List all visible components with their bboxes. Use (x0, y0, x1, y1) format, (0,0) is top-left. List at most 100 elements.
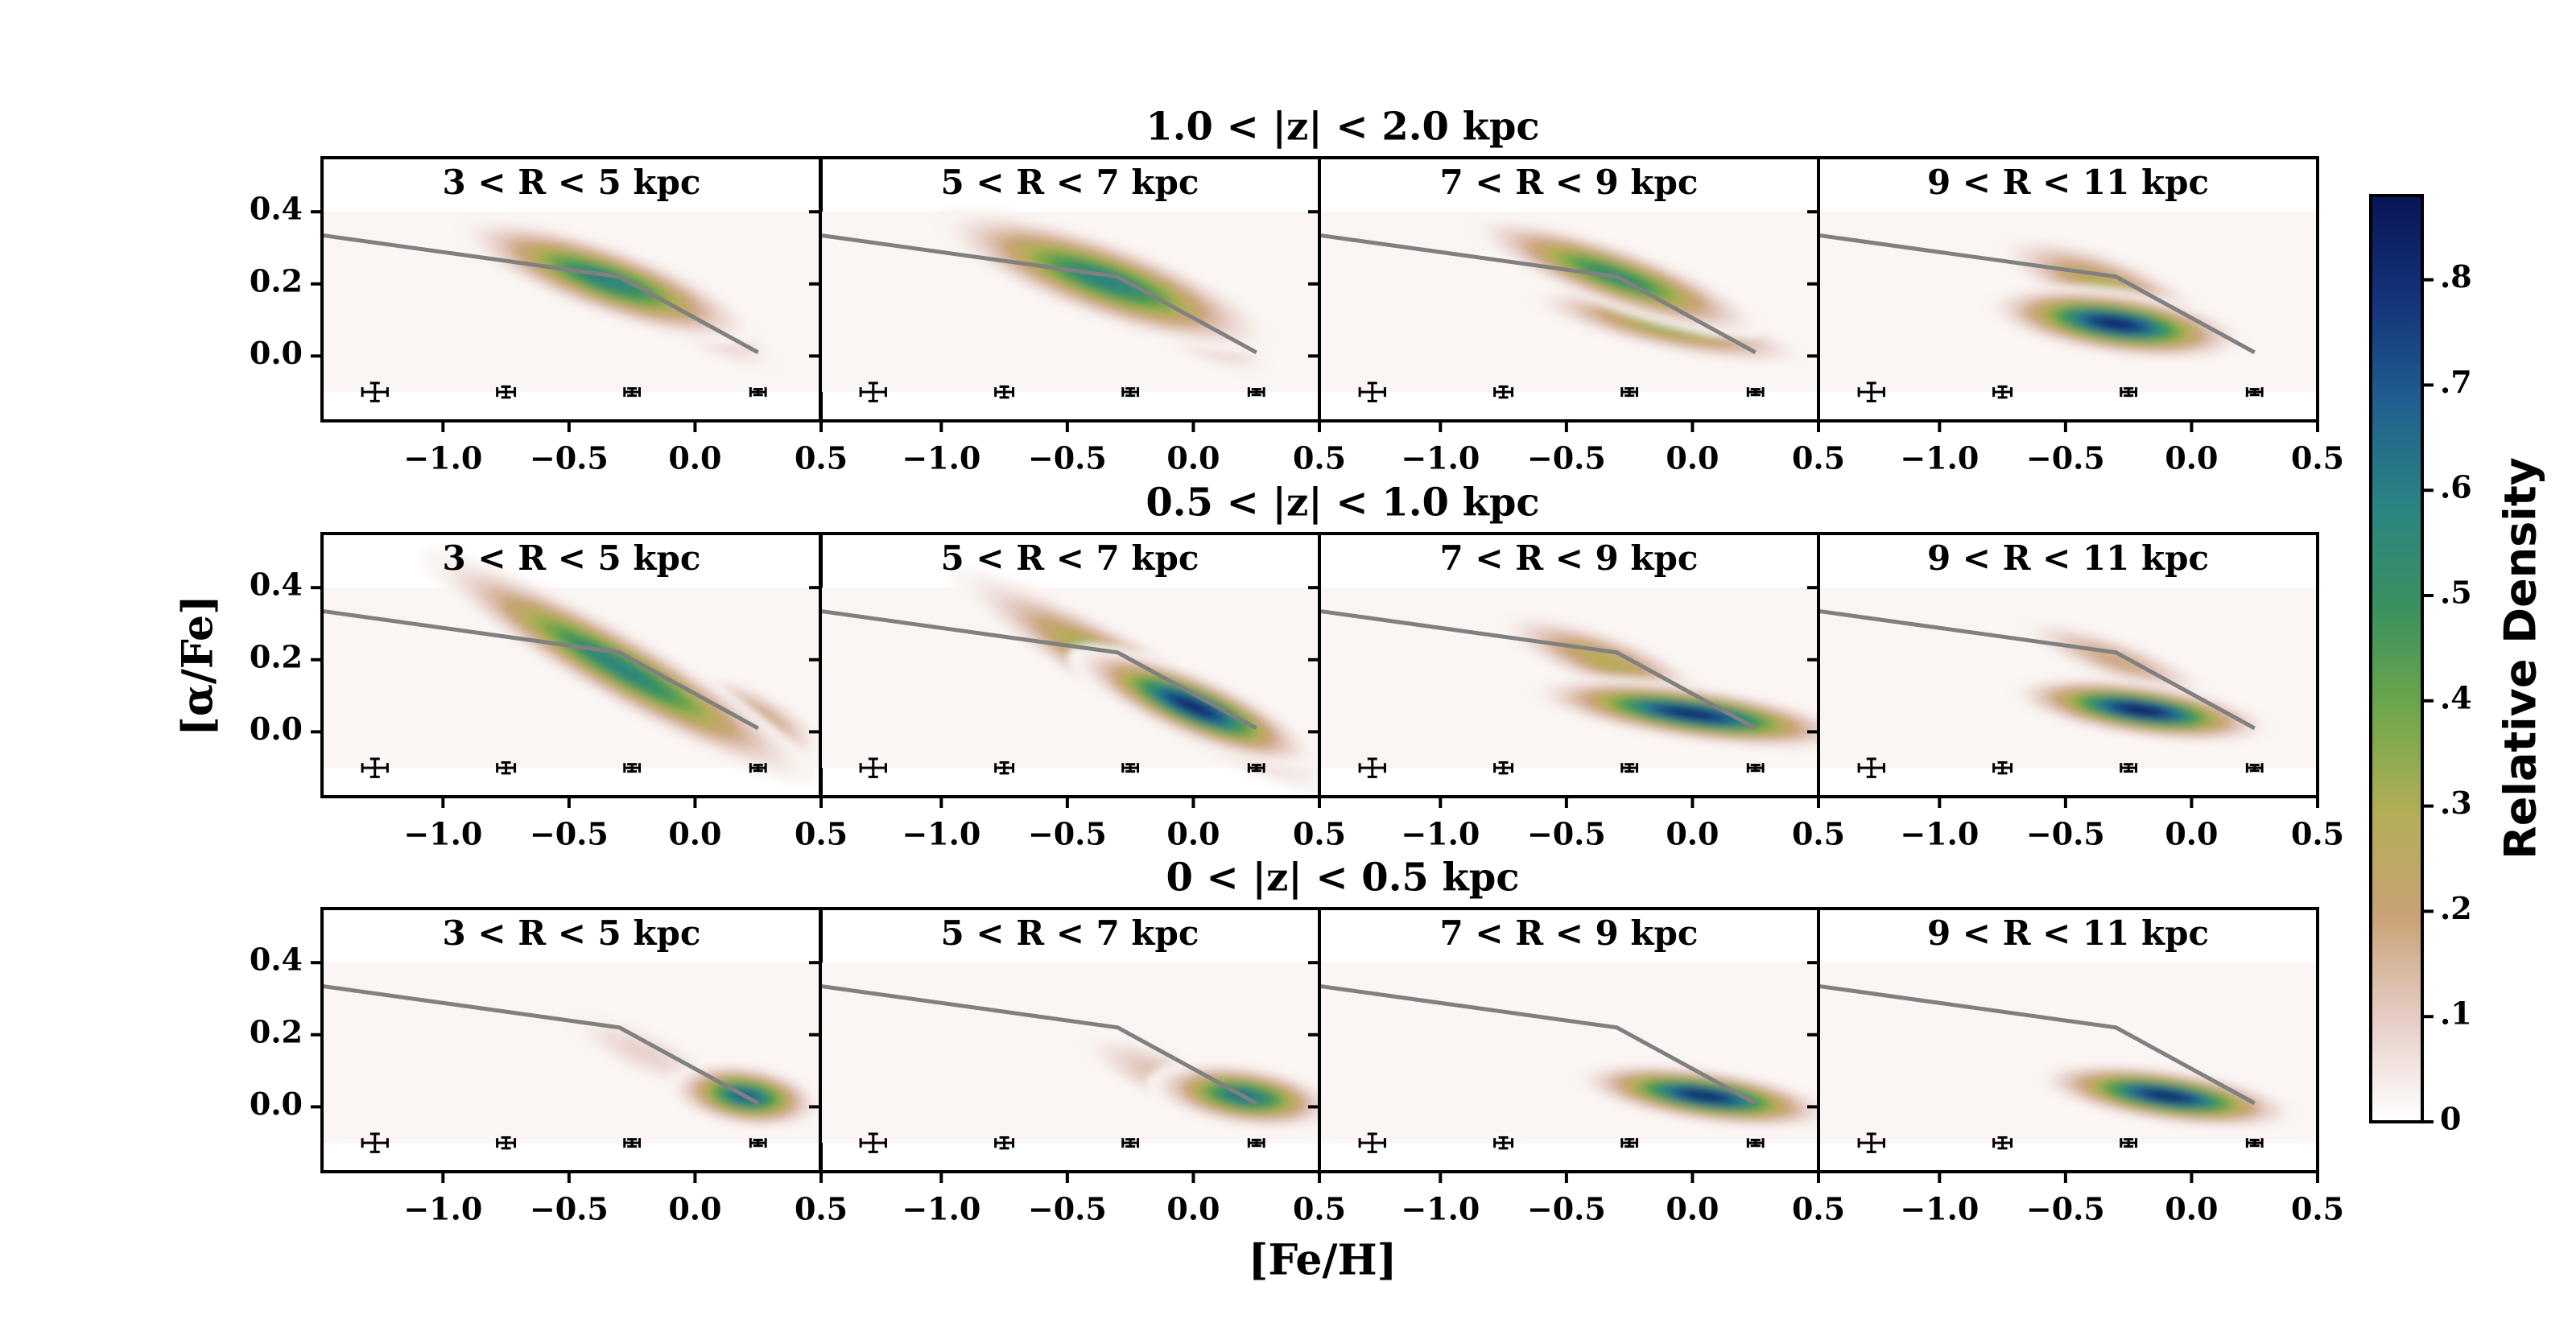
density-level (1681, 711, 1704, 717)
error-bar (2120, 763, 2138, 773)
error-bar (1493, 760, 1514, 775)
error-bar (1746, 1138, 1765, 1148)
density-blob (2031, 1061, 2301, 1131)
x-tick-label: 0.5 (2291, 440, 2344, 476)
x-tick-label: −0.5 (2026, 1191, 2105, 1227)
boundary-line (820, 608, 1257, 731)
x-tick-label: −1.0 (1900, 1191, 1979, 1227)
error-bar (859, 381, 887, 402)
y-tick-label: 0.4 (250, 942, 303, 978)
error-bar (496, 385, 517, 399)
x-tick-label: 0.5 (795, 1191, 848, 1227)
density-level (608, 660, 631, 674)
error-bar (1121, 763, 1140, 773)
density-blob (1980, 284, 2252, 363)
error-bar (1247, 763, 1265, 773)
x-tick-label: −1.0 (403, 440, 482, 476)
x-tick-label: −1.0 (403, 816, 482, 852)
error-bar (1493, 1136, 1514, 1150)
boundary-line (1319, 608, 1757, 731)
density (1495, 612, 1818, 752)
panel-title: 7 < R < 9 kpc (1440, 538, 1699, 578)
density-level (1184, 702, 1202, 711)
error-bar (1121, 1138, 1140, 1148)
x-tick-label: 0.5 (2291, 816, 2344, 852)
x-tick-label: 0.0 (1666, 440, 1719, 476)
error-bar (1247, 387, 1265, 398)
density-layer (421, 550, 821, 785)
error-bar (1247, 1138, 1265, 1148)
error-bar (2245, 1138, 2264, 1148)
density-level (2157, 1094, 2176, 1098)
error-bar (859, 757, 887, 778)
density (421, 550, 821, 785)
x-tick-label: −1.0 (1401, 1191, 1480, 1227)
boundary-line (322, 983, 759, 1106)
x-tick-label: −0.5 (1028, 440, 1107, 476)
colorbar-tick-label: .6 (2440, 469, 2472, 505)
error-bar (1992, 1136, 2013, 1150)
boundary-line (820, 983, 1257, 1106)
panel: 3 < R < 5 kpc −1.0 −0.5 0.0 0.5 0.0 0.2 0.4 (250, 532, 848, 852)
density-layer (951, 567, 1319, 796)
x-tick-label: −1.0 (902, 816, 980, 852)
x-tick-label: 0.5 (795, 440, 848, 476)
panel: 3 < R < 5 kpc −1.0 −0.5 0.0 0.5 0.0 0.2 0.4 (250, 907, 848, 1227)
error-bar (361, 381, 389, 402)
y-tick-label: 0.0 (250, 335, 303, 371)
y-axis-label: [α/Fe] (174, 595, 223, 736)
boundary-line (1818, 233, 2256, 355)
x-tick-label: 0.0 (1666, 1191, 1719, 1227)
colorbar-tick-label: 0 (2440, 1101, 2461, 1137)
panel: 9 < R < 11 kpc −1.0 −0.5 0.0 0.5 (1807, 532, 2344, 852)
error-bar (1746, 763, 1765, 773)
density-blob (1570, 1061, 1818, 1131)
x-tick-label: −1.0 (1900, 440, 1979, 476)
density-layer (1570, 1061, 1818, 1131)
error-bar (1620, 387, 1639, 398)
boundary-line (820, 233, 1257, 355)
error-bar (1121, 387, 1140, 398)
density-blob (453, 215, 761, 345)
x-tick-label: 0.5 (1792, 1191, 1845, 1227)
panel-frame (1817, 532, 2319, 798)
error-bar (1857, 1132, 1885, 1153)
panel-title: 3 < R < 5 kpc (443, 913, 701, 953)
x-tick-label: −1.0 (403, 1191, 482, 1227)
panel: 7 < R < 9 kpc −1.0 −0.5 0.0 0.5 (1308, 156, 1845, 476)
density-blob (421, 550, 818, 785)
boundary-line (1319, 983, 1757, 1106)
y-tick-label: 0.0 (250, 711, 303, 747)
density (2031, 1061, 2301, 1131)
colorbar-tick-label: .8 (2440, 258, 2472, 295)
error-bar (1358, 1132, 1386, 1153)
y-tick-label: 0.2 (250, 1013, 303, 1049)
error-bar (1746, 387, 1765, 398)
density-level (2088, 277, 2119, 291)
x-axis-label: [Fe/H] (1249, 1236, 1397, 1285)
x-tick-label: 0.5 (1792, 440, 1845, 476)
error-bar (623, 1138, 642, 1148)
panel-title: 5 < R < 7 kpc (941, 163, 1199, 202)
x-tick-label: 0.0 (1166, 1191, 1220, 1227)
x-tick-label: −1.0 (1401, 816, 1480, 852)
row-title: 0.5 < |z| < 1.0 kpc (1146, 480, 1539, 526)
colorbar-tick-label: .2 (2440, 890, 2472, 926)
error-bar (1620, 763, 1639, 773)
boundary-line (1818, 608, 2256, 731)
panel-title: 3 < R < 5 kpc (443, 538, 701, 578)
colorbar (2369, 194, 2424, 1123)
colorbar-tick-label: .7 (2440, 364, 2472, 400)
error-bar (1493, 385, 1514, 399)
density-blob (1523, 676, 1818, 752)
x-tick-label: −0.5 (1028, 1191, 1107, 1227)
panel-title: 9 < R < 11 kpc (1927, 538, 2209, 578)
panel-title: 5 < R < 7 kpc (941, 538, 1199, 578)
x-tick-label: −1.0 (902, 440, 980, 476)
panel: 9 < R < 11 kpc −1.0 −0.5 0.0 0.5 (1807, 907, 2344, 1227)
panel: 5 < R < 7 kpc −1.0 −0.5 0.0 0.5 (809, 907, 1346, 1227)
error-bar (1358, 757, 1386, 778)
density (1570, 1061, 1818, 1131)
density (951, 567, 1319, 796)
